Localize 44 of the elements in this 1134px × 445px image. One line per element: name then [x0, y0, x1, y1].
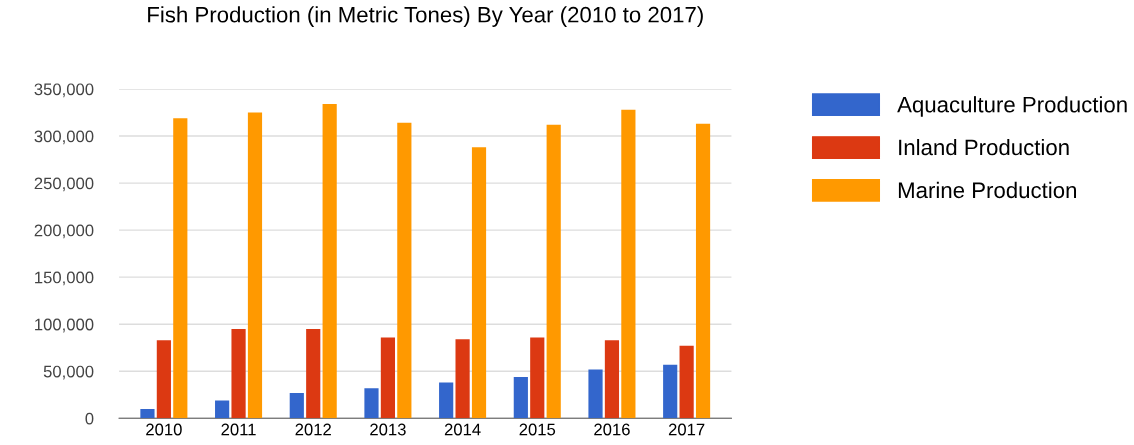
- legend-label: Inland Production: [899, 138, 1069, 156]
- bar: [455, 339, 470, 419]
- x-tick-label: 2011: [221, 423, 256, 436]
- x-tick-label: 2012: [295, 423, 331, 436]
- y-tick-label: 300,000: [34, 130, 94, 145]
- y-tick-label: 350,000: [34, 83, 94, 98]
- bar: [695, 123, 711, 419]
- y-tick-label: 100,000: [35, 318, 94, 333]
- bar: [439, 382, 454, 419]
- bar: [156, 340, 171, 419]
- bar: [247, 112, 263, 419]
- x-tick-label: 2015: [519, 423, 556, 436]
- x-tick-label: 2013: [370, 423, 406, 436]
- bar: [604, 340, 620, 419]
- legend-label: Aquaculture Production: [897, 96, 1127, 117]
- bar: [364, 388, 379, 419]
- bar: [546, 124, 561, 419]
- bar: [530, 337, 545, 419]
- bar: [471, 147, 487, 419]
- bar: [380, 337, 396, 419]
- bar: [289, 392, 304, 419]
- bar: [322, 104, 337, 419]
- bar: [397, 122, 412, 419]
- bar: [215, 400, 230, 419]
- bar: [173, 118, 188, 419]
- y-tick-label: 200,000: [34, 224, 94, 239]
- bar: [231, 328, 246, 419]
- x-tick-label: 2014: [444, 423, 481, 436]
- y-tick-label: 250,000: [34, 177, 94, 192]
- chart-title: Fish Production (in Metric Tones) By Year (2010 to 2017): [148, 6, 703, 27]
- x-tick-label: 2010: [146, 423, 182, 436]
- bar: [621, 109, 636, 419]
- bar: [140, 408, 155, 419]
- bar: [679, 345, 694, 419]
- bar: [306, 328, 321, 419]
- bar: [588, 369, 603, 419]
- bar: [663, 364, 678, 419]
- x-tick-label: 2017: [668, 423, 705, 436]
- y-tick-label: 50,000: [43, 365, 94, 380]
- legend-label: Marine Production: [898, 181, 1077, 199]
- y-tick-label: 0: [85, 412, 94, 425]
- x-tick-label: 2016: [594, 423, 630, 436]
- bar: [513, 376, 528, 419]
- y-tick-label: 150,000: [35, 271, 94, 286]
